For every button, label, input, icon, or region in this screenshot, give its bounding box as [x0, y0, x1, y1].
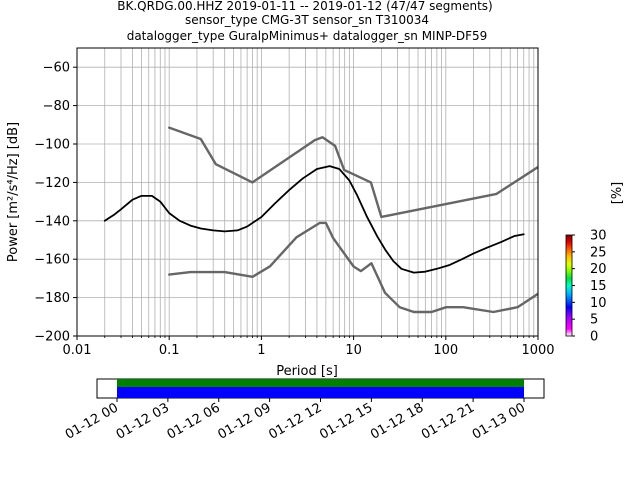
timeline-tick-label: 01-13 00 [470, 400, 528, 442]
timeline-tick-label: 01-12 06 [165, 400, 223, 442]
y-tick-label: −140 [34, 214, 70, 229]
x-tick-label: 1 [257, 343, 265, 358]
colorbar-tick-label: 25 [590, 245, 607, 260]
y-tick-label: −200 [34, 330, 70, 345]
y-axis-label: Power [m²/s⁴/Hz] [dB] [6, 122, 21, 262]
y-tick-label: −100 [34, 138, 70, 153]
noise-model-lines [103, 126, 538, 314]
colorbar-tick-label: 10 [590, 296, 607, 311]
line-mode [103, 165, 525, 274]
timeline-tick-label: 01-12 15 [317, 400, 375, 442]
x-tick-label: 1000 [521, 343, 554, 358]
colorbar-tick-label: 30 [590, 229, 607, 244]
x-tick-label: 100 [433, 343, 458, 358]
y-tick-label: −120 [34, 176, 70, 191]
colorbar-gradient [565, 234, 573, 337]
title-line-1: BK.QRDG.00.HHZ 2019-01-11 -- 2019-01-12 … [117, 0, 492, 13]
colorbar-tick-label: 15 [590, 279, 607, 294]
x-tick-label: 10 [345, 343, 362, 358]
y-tick-label: −160 [34, 253, 70, 268]
timeline-data-coverage-bar [117, 379, 524, 387]
title-line-3: datalogger_type GuralpMinimus+ datalogge… [127, 29, 488, 43]
title-line-2: sensor_type CMG-3T sensor_sn T310034 [185, 13, 429, 27]
x-tick-label: 0.01 [63, 343, 92, 358]
timeline-tick-label: 01-12 03 [114, 400, 172, 442]
x-tick-label: 0.1 [159, 343, 180, 358]
plot-frame [76, 47, 539, 337]
timeline-tick-label: 01-12 18 [368, 400, 426, 442]
timeline-used-segments-bar [117, 387, 524, 398]
timeline-tick-label: 01-12 12 [266, 400, 324, 442]
psd-plot: 0.01 0.1 1 10 100 1000 −200 −180 −160 −140 −120 −1… [6, 47, 555, 379]
y-axis-ticks: −200 −180 −160 −140 −120 −100 −80 −60 [34, 61, 77, 345]
timeline-tick-label: 01-12 00 [63, 400, 121, 442]
colorbar-tick-label: 0 [590, 330, 598, 345]
timeline-tick-label: 01-12 21 [419, 400, 477, 442]
line-nlnm [168, 221, 538, 314]
y-tick-label: −180 [34, 291, 70, 306]
y-tick-label: −80 [43, 99, 70, 114]
line-nhnm [168, 126, 538, 219]
x-axis-label: Period [s] [276, 364, 338, 379]
colorbar-label: [%] [610, 182, 625, 205]
plot-background [77, 48, 538, 336]
timeline-tick-label: 01-12 09 [216, 400, 274, 442]
colorbar-tick-label: 5 [590, 313, 598, 328]
y-tick-label: −60 [43, 61, 70, 76]
x-axis-ticks: 0.01 0.1 1 10 100 1000 [63, 336, 555, 358]
colorbar-tick-label: 20 [590, 262, 607, 277]
